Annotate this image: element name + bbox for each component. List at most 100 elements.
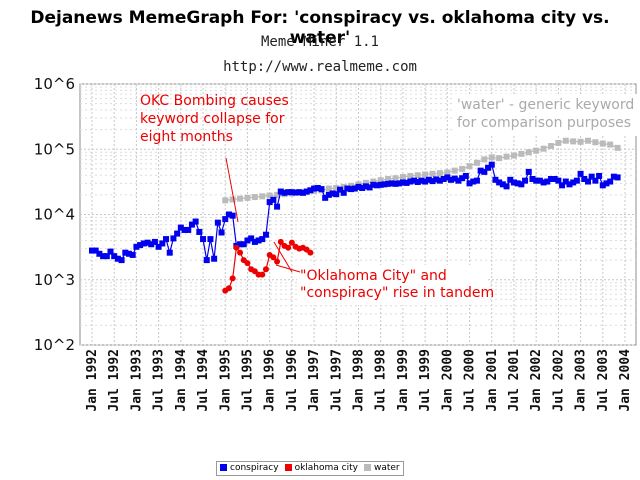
annotation-line: "Oklahoma City" and <box>300 268 447 284</box>
data-point-water <box>399 174 406 181</box>
data-point-conspiracy <box>566 181 573 188</box>
data-point-water <box>592 139 599 146</box>
data-point-conspiracy <box>440 175 447 182</box>
data-point-conspiracy <box>322 194 329 201</box>
data-point-conspiracy <box>473 177 480 184</box>
data-point-conspiracy <box>396 180 403 187</box>
data-point-conspiracy <box>288 189 295 196</box>
x-tick-label: Jul 1996 <box>285 349 300 412</box>
data-point-conspiracy <box>114 255 121 262</box>
y-tick-label: 10^6 <box>34 75 75 93</box>
data-point-conspiracy <box>177 224 184 231</box>
x-tick-label: Jan 1994 <box>174 349 189 412</box>
data-point-conspiracy <box>462 172 469 179</box>
data-point-conspiracy <box>281 189 288 196</box>
data-point-conspiracy <box>562 178 569 185</box>
data-point-conspiracy <box>499 181 506 188</box>
data-point-oklahoma-city <box>229 275 236 282</box>
data-point-conspiracy <box>592 177 599 184</box>
x-tick-label: Jul 1994 <box>196 349 211 412</box>
chart-subtitle: Meme Miner 1.1 <box>260 34 379 50</box>
data-point-conspiracy <box>277 188 284 195</box>
data-point-oklahoma-city <box>259 271 266 278</box>
data-point-oklahoma-city <box>274 258 281 265</box>
data-point-conspiracy <box>436 177 443 184</box>
data-point-conspiracy <box>299 189 306 196</box>
data-point-water <box>570 138 577 145</box>
legend-label-water: water <box>373 463 400 473</box>
data-point-conspiracy <box>92 247 99 254</box>
data-point-conspiracy <box>614 174 621 181</box>
data-point-conspiracy <box>466 180 473 187</box>
data-point-water <box>599 140 606 147</box>
data-point-conspiracy <box>381 181 388 188</box>
data-point-water <box>496 155 503 162</box>
data-point-conspiracy <box>348 186 355 193</box>
x-tick-label: Jan 2000 <box>440 349 455 412</box>
data-point-conspiracy <box>126 250 133 257</box>
legend-entry-water: water <box>363 463 400 474</box>
data-point-water <box>577 138 584 145</box>
data-point-conspiracy <box>103 253 110 260</box>
data-point-conspiracy <box>388 180 395 187</box>
legend-label-conspiracy: conspiracy <box>230 463 279 473</box>
data-point-conspiracy <box>522 177 529 184</box>
data-point-water <box>414 172 421 179</box>
data-point-conspiracy <box>129 251 136 258</box>
data-point-conspiracy <box>211 255 218 262</box>
data-point-conspiracy <box>100 253 107 260</box>
x-tick-label: Jul 2002 <box>551 349 566 412</box>
data-point-conspiracy <box>359 184 366 191</box>
x-tick-label: Jan 1996 <box>263 349 278 412</box>
data-point-conspiracy <box>355 183 362 190</box>
data-point-conspiracy <box>370 181 377 188</box>
data-point-conspiracy <box>107 248 114 255</box>
data-point-conspiracy <box>311 185 318 192</box>
data-point-oklahoma-city <box>225 285 232 292</box>
data-point-conspiracy <box>96 250 103 257</box>
data-point-water <box>229 196 236 203</box>
data-point-water <box>607 141 614 148</box>
annotation-line: OKC Bombing causes <box>140 93 289 109</box>
series-oklahoma-city <box>222 238 314 294</box>
data-point-conspiracy <box>207 236 214 243</box>
data-point-conspiracy <box>159 240 166 247</box>
data-point-conspiracy <box>433 176 440 183</box>
data-point-conspiracy <box>581 175 588 182</box>
data-point-conspiracy <box>270 196 277 203</box>
x-tick-label: Jul 1997 <box>329 349 344 412</box>
data-point-conspiracy <box>196 228 203 235</box>
data-point-water <box>274 191 281 198</box>
data-point-conspiracy <box>599 182 606 189</box>
data-point-conspiracy <box>529 175 536 182</box>
data-point-conspiracy <box>333 191 340 198</box>
annotation-arrow <box>273 241 293 273</box>
data-point-conspiracy <box>144 239 151 246</box>
data-point-conspiracy <box>314 184 321 191</box>
data-point-conspiracy <box>170 235 177 242</box>
data-point-conspiracy <box>148 241 155 248</box>
annotation-line: for comparison purposes <box>457 115 631 131</box>
data-point-water <box>348 182 355 189</box>
data-point-oklahoma-city <box>237 249 244 256</box>
data-point-conspiracy <box>262 231 269 238</box>
data-point-conspiracy <box>336 186 343 193</box>
data-point-conspiracy <box>492 176 499 183</box>
data-point-conspiracy <box>255 237 262 244</box>
data-point-conspiracy <box>507 176 514 183</box>
data-point-conspiracy <box>222 216 229 223</box>
data-point-conspiracy <box>188 221 195 228</box>
data-point-conspiracy <box>603 180 610 187</box>
data-point-conspiracy <box>155 243 162 250</box>
data-point-water <box>510 152 517 159</box>
chart-url: http://www.realmeme.com <box>223 59 417 75</box>
data-point-conspiracy <box>163 236 170 243</box>
data-point-conspiracy <box>307 187 314 194</box>
data-point-conspiracy <box>488 161 495 168</box>
x-tick-label: Jul 2000 <box>463 349 478 412</box>
data-point-conspiracy <box>181 226 188 233</box>
data-point-water <box>325 185 332 192</box>
y-tick-label: 10^3 <box>34 271 75 289</box>
x-tick-label: Jan 2002 <box>529 349 544 412</box>
data-point-water <box>237 195 244 202</box>
